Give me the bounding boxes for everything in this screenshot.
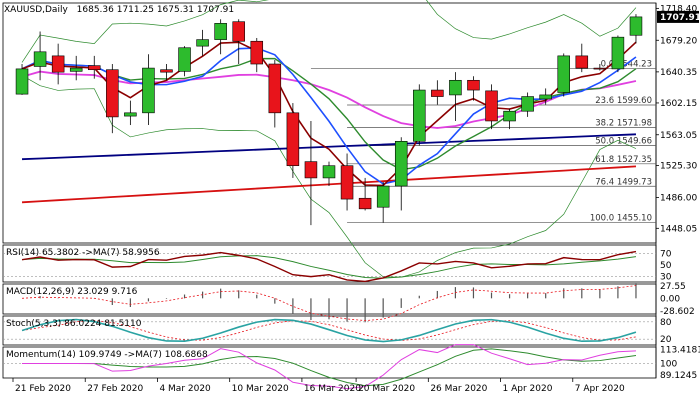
candle-bearish	[304, 161, 318, 179]
candle-bullish	[449, 79, 462, 96]
macd-tick-label: 0.00	[660, 294, 680, 304]
last-price-tag	[657, 10, 699, 23]
candle-bearish	[106, 69, 119, 118]
candle-bearish	[250, 40, 264, 65]
stoch-tick-label: 20	[660, 335, 672, 345]
lower-band-line	[21, 75, 637, 278]
date-tick-label: 7 Apr 2020	[575, 384, 625, 394]
ma-navy-line	[21, 133, 637, 161]
date-tick-label: 4 Mar 2020	[159, 384, 211, 394]
stoch-tick-label: 80	[660, 318, 672, 328]
price-tick-label: 1602.15	[660, 99, 697, 109]
chart-header: XAUUSD,Daily 1685.36 1711.25 1675.31 170…	[4, 5, 234, 15]
candle-bearish	[467, 79, 480, 91]
rsi-label: RSI(14) 65.3802 ->MA(7) 58.9956	[6, 248, 160, 258]
stoch-k-line	[21, 318, 637, 343]
candle-bearish	[286, 112, 300, 167]
stoch-d-line	[21, 320, 637, 341]
candle-bullish	[142, 67, 155, 114]
price-tick-label: 1640.35	[660, 68, 697, 78]
stoch-label: Stoch(5,3,3) 86.0224 81.5110	[6, 319, 142, 329]
rsi-tick-label: 30	[660, 272, 672, 282]
candle-bullish	[69, 67, 83, 72]
fib-level-label: 50.0 1549.66	[595, 137, 652, 147]
momentum-label: Momentum(14) 109.9749 ->MA(7) 108.6868	[6, 350, 208, 360]
price-tick-label: 1679.20	[660, 36, 697, 46]
candle-bearish	[431, 89, 444, 97]
candle-bearish	[593, 67, 607, 70]
rsi-tick-label: 70	[660, 250, 672, 260]
date-tick-label: 10 Mar 2020	[232, 384, 289, 394]
candle-bearish	[87, 65, 101, 71]
momentum-ma-line	[22, 348, 637, 387]
candle-bullish	[611, 36, 625, 70]
candle-bullish	[15, 68, 29, 95]
candle-bullish	[214, 23, 227, 40]
price-tick-label: 1718.40	[660, 4, 697, 14]
candle-bullish	[629, 16, 643, 36]
candle-bearish	[340, 165, 354, 200]
date-tick-label: 27 Feb 2020	[87, 384, 143, 394]
candle-bullish	[178, 47, 191, 72]
date-tick-label: 1 Apr 2020	[503, 384, 553, 394]
candle-bullish	[322, 165, 336, 179]
fib-level-label: 38.2 1571.98	[595, 118, 652, 128]
fib-level-label: 100.0 1455.10	[590, 214, 652, 224]
candle-bullish	[521, 96, 534, 112]
momentum-tick-label: 89.1245	[660, 371, 697, 381]
macd-signal-line	[22, 285, 637, 322]
rsi-line	[21, 250, 637, 283]
upper-band-line	[21, 0, 637, 63]
price-tick-label: 1563.05	[660, 131, 697, 141]
price-tick-label: 1486.00	[660, 193, 697, 203]
candle-bullish	[196, 39, 209, 47]
candle-bearish	[575, 55, 589, 69]
candle-bearish	[485, 90, 498, 122]
candle-bullish	[413, 89, 426, 142]
candle-bullish	[539, 94, 552, 100]
candle-bullish	[33, 51, 47, 67]
macd-tick-label: -28.602	[660, 307, 695, 317]
date-tick-label: 21 Feb 2020	[15, 384, 71, 394]
candle-bullish	[394, 141, 408, 187]
candle-bearish	[51, 55, 65, 73]
candle-bearish	[358, 197, 372, 210]
candle-bullish	[503, 110, 516, 122]
rsi-tick-label: 50	[660, 261, 672, 271]
macd-label: MACD(12,26,9) 23.029 9.716	[6, 287, 138, 297]
momentum-tick-label: 100	[660, 360, 677, 370]
candle-bearish	[268, 63, 282, 114]
chart-symbol: XAUUSD,Daily	[4, 5, 68, 15]
fib-level-label: 61.8 1527.35	[595, 155, 652, 165]
price-tick-label: 1525.30	[660, 161, 697, 171]
rsi-ma-line	[21, 255, 637, 279]
candle-bullish	[124, 112, 137, 117]
date-tick-label: 20 Mar 2020	[358, 384, 415, 394]
candle-bullish	[376, 185, 390, 208]
fib-level-label: 76.4 1499.73	[595, 177, 652, 187]
fib-level-label: 23.6 1599.60	[595, 96, 652, 106]
candle-bullish	[557, 55, 571, 93]
date-tick-label: 26 Mar 2020	[430, 384, 487, 394]
price-tick-label: 1448.05	[660, 224, 697, 234]
candle-bearish	[232, 21, 245, 42]
macd-tick-label: 27.55	[660, 282, 686, 292]
last-price-label: 1707.91	[660, 13, 700, 23]
date-tick-label: 16 Mar 2020	[304, 384, 361, 394]
momentum-tick-label: 113.4181	[660, 346, 700, 356]
chart-ohlc: 1685.36 1711.25 1675.31 1707.91	[76, 5, 235, 15]
momentum-line	[22, 344, 636, 390]
candle-bearish	[160, 69, 173, 73]
